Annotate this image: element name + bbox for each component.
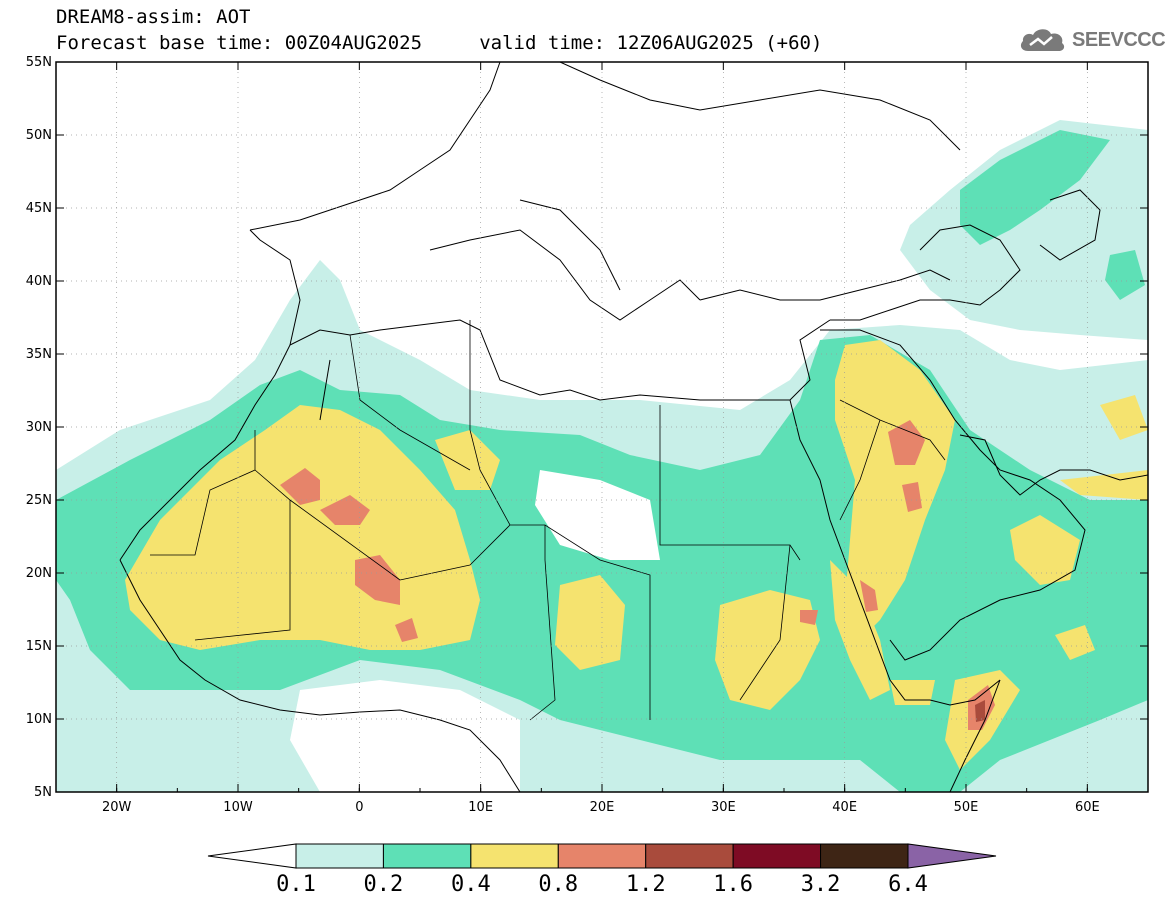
- aot-band-0.1: [900, 120, 1148, 340]
- longitude-labels: 20W 10W 0 10E 20E 30E 40E 50E 60E: [102, 800, 1100, 815]
- colorbar-box: [382, 843, 472, 869]
- latitude-label: 5N: [34, 785, 52, 800]
- longitude-label: 0: [355, 800, 363, 815]
- aot-band-0.4: [1010, 515, 1080, 585]
- latitude-label: 15N: [26, 639, 52, 654]
- aot-band-0.8: [800, 610, 818, 625]
- aot-band-0.4: [1060, 470, 1148, 500]
- latitude-label: 45N: [26, 201, 52, 216]
- seevccc-logo: SEEVCCC: [1018, 24, 1165, 56]
- coastlines: [119, 62, 1148, 792]
- map-title: DREAM8-assim: AOT: [56, 6, 251, 28]
- latitude-label: 25N: [26, 493, 52, 508]
- graticule: [56, 62, 1148, 792]
- colorbar-box: [645, 843, 734, 869]
- latitude-label: 30N: [26, 420, 52, 435]
- forecast-time-line: Forecast base time: 00Z04AUG2025 valid t…: [56, 32, 823, 54]
- longitude-label: 40E: [832, 800, 857, 815]
- colorbar-label: 0.4: [451, 872, 491, 897]
- colorbar-box: [295, 843, 384, 869]
- aot-band-0.4: [830, 560, 890, 700]
- colorbar-box: [557, 843, 647, 869]
- aot-band-0.4: [835, 340, 955, 640]
- aot-band-0.8: [902, 482, 922, 512]
- longitude-label: 10W: [223, 800, 253, 815]
- aot-band-0.4: [1100, 395, 1148, 440]
- aot-band-0.4: [435, 430, 500, 490]
- latitude-label: 50N: [26, 128, 52, 143]
- colorbar-box: [470, 843, 559, 869]
- latitude-label: 40N: [26, 274, 52, 289]
- colorbar-box: [732, 843, 822, 869]
- aot-band-0.8: [888, 420, 925, 465]
- latitude-label: 35N: [26, 347, 52, 362]
- cloud-icon: [1020, 29, 1065, 51]
- longitude-label: 20W: [102, 800, 132, 815]
- aot-band-0.8: [860, 580, 878, 612]
- colorbar-label: 1.2: [626, 872, 666, 897]
- logo-text: SEEVCCC: [1072, 28, 1165, 51]
- aot-band-0.8: [280, 468, 320, 505]
- aot-band-0.8: [355, 555, 400, 605]
- aot-band-0.4: [555, 575, 625, 670]
- latitude-labels: 55N 50N 45N 40N 35N 30N 25N 20N 15N 10N 5N: [26, 55, 52, 800]
- colorbar-box: [820, 843, 909, 869]
- colorbar-boxes: [295, 843, 909, 869]
- colorbar-label: 0.2: [364, 872, 404, 897]
- clear-area: [290, 680, 520, 792]
- clear-area: [535, 470, 660, 560]
- longitude-label: 50E: [954, 800, 979, 815]
- aot-field: [56, 120, 1148, 792]
- aot-band-0.4: [1055, 625, 1095, 660]
- colorbar-label: 0.1: [276, 872, 316, 897]
- colorbar-over-triangle: [907, 843, 997, 869]
- aot-band-0.2: [960, 130, 1110, 245]
- latitude-label: 20N: [26, 566, 52, 581]
- longitude-label: 30E: [711, 800, 736, 815]
- longitude-label: 10E: [468, 800, 493, 815]
- aot-band-0.2: [1105, 250, 1145, 300]
- latitude-label: 55N: [26, 55, 52, 70]
- colorbar-label: 1.6: [713, 872, 753, 897]
- colorbar-label: 3.2: [801, 872, 841, 897]
- latitude-label: 10N: [26, 712, 52, 727]
- aot-band-0.8: [395, 618, 418, 642]
- longitude-label: 20E: [590, 800, 615, 815]
- longitude-label: 60E: [1075, 800, 1100, 815]
- colorbar-under-triangle: [207, 843, 297, 869]
- axis-ticks: [55, 61, 1149, 793]
- colorbar-label: 6.4: [888, 872, 928, 897]
- aot-band-1.2: [975, 700, 985, 722]
- aot-band-0.8: [320, 495, 370, 525]
- aot-band-0.4: [890, 680, 935, 705]
- country-borders: [150, 320, 946, 721]
- aot-band-0.4: [715, 590, 820, 710]
- colorbar-labels: 0.1 0.2 0.4 0.8 1.2 1.6 3.2 6.4: [276, 872, 928, 897]
- colorbar-label: 0.8: [538, 872, 578, 897]
